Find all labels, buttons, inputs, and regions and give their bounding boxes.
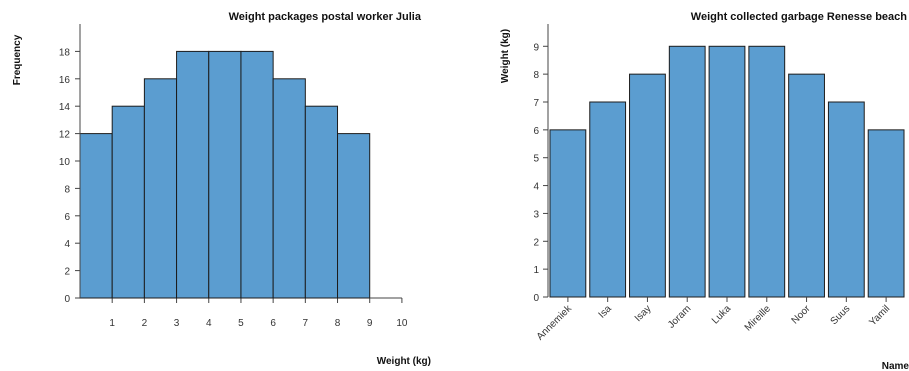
chart-title: Weight packages postal worker Julia [229,11,422,23]
y-tick-label: 2 [64,267,70,278]
y-axis-ticks: 0 2 4 6 8 10 12 14 16 18 [59,47,80,305]
x-tick-label: Yamil [867,303,892,328]
y-tick-label: 14 [59,102,71,113]
y-axis-ticks: 0 1 2 3 4 5 6 7 8 9 [533,42,548,304]
x-tick-label: 3 [174,318,180,329]
x-tick-label: Annemiek [535,303,575,343]
y-tick-label: 0 [533,293,539,304]
y-tick-label: 8 [533,70,539,81]
y-tick-label: 5 [533,154,539,165]
y-tick-label: 12 [59,130,71,141]
histogram-bar [176,50,210,299]
y-tick-label: 3 [533,209,539,220]
y-tick-label: 0 [64,294,70,305]
y-tick-label: 6 [64,212,70,223]
bar [708,45,746,298]
histogram-bar [304,105,339,299]
histogram-bar [240,50,274,299]
y-tick-label: 7 [533,98,539,109]
y-tick-label: 4 [64,239,70,250]
x-tick-label: Luka [710,303,733,326]
y-tick-label: 1 [533,265,539,276]
x-axis-labels: Annemiek Isa Isay Joram Luka Mireille Noor Suus… [535,297,892,343]
x-tick-label: 5 [238,318,244,329]
bar [748,45,786,298]
bar-chart: Weight collected garbage Renesse beach W… [500,11,909,371]
x-axis-ticks: 1 2 3 4 5 6 7 8 9 10 [109,298,408,329]
x-tick-label: 7 [303,318,309,329]
bar [788,73,825,298]
y-tick-label: 9 [533,42,539,53]
histogram-bar [208,50,242,299]
x-tick-label: 2 [142,318,148,329]
x-tick-label: 6 [270,318,276,329]
histogram-chart: Weight packages postal worker Julia Freq… [12,11,431,367]
chart-title: Weight collected garbage Renesse beach [691,11,907,23]
bars [549,45,905,298]
y-tick-label: 4 [533,182,539,193]
x-tick-label: Isa [597,303,615,321]
y-tick-label: 16 [59,75,71,86]
histogram-bar [143,78,178,299]
bar [668,45,706,298]
histogram-bar [111,105,145,299]
x-tick-label: Joram [666,303,693,330]
bar [629,73,666,298]
y-tick-label: 10 [59,157,71,168]
bar [589,101,627,298]
bar [549,129,587,298]
y-tick-label: 8 [64,184,70,195]
bar [867,129,905,298]
histogram-bar [272,78,306,299]
histogram-bar [79,133,113,299]
x-tick-label: 9 [367,318,373,329]
x-tick-label: 1 [109,318,115,329]
y-axis-label: Weight (kg) [500,29,511,83]
x-tick-label: Noor [790,303,814,327]
x-axis-label: Weight (kg) [377,356,431,367]
x-tick-label: 4 [206,318,212,329]
x-tick-label: Isay [633,303,654,324]
x-tick-label: Mireille [743,303,773,333]
x-tick-label: 10 [396,318,408,329]
y-axis-label: Frequency [12,34,23,85]
x-tick-label: Suus [829,303,853,327]
y-tick-label: 2 [533,237,539,248]
x-tick-label: 8 [335,318,341,329]
bar [827,101,865,298]
histogram-bars [79,50,402,299]
y-tick-label: 18 [59,47,71,58]
y-tick-label: 6 [533,126,539,137]
x-axis-label: Name [882,361,909,371]
histogram-bar [337,133,371,299]
